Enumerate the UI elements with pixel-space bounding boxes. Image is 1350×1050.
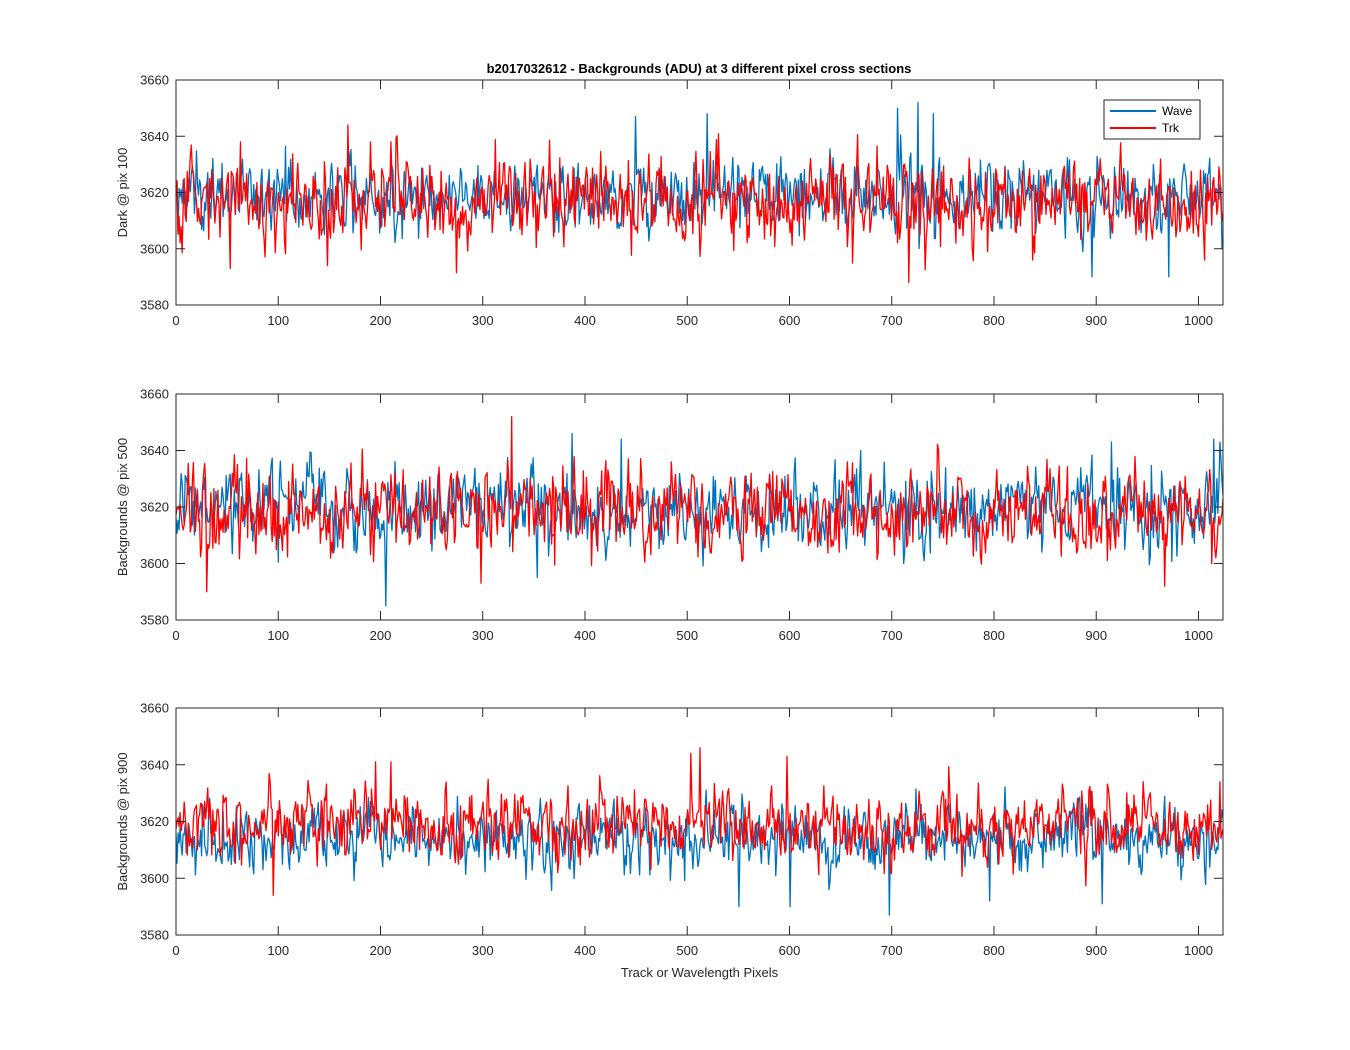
x-axis-label: Track or Wavelength Pixels <box>621 965 779 980</box>
x-tick-label: 1000 <box>1184 313 1213 328</box>
x-tick-label: 500 <box>676 313 698 328</box>
subplot-dark-pix-100: 0 100 200 300 400 500 600 700 800 900 1000 3580 3600… <box>115 73 1224 328</box>
figure-title: b2017032612 - Backgrounds (ADU) at 3 dif… <box>487 61 912 76</box>
x-tick-label: 800 <box>983 943 1005 958</box>
x-tick-label: 900 <box>1085 313 1107 328</box>
series-line-wave <box>176 101 1223 278</box>
y-tick-label: 3620 <box>140 814 169 829</box>
y-tick-label: 3580 <box>140 298 169 313</box>
y-tick-label: 3600 <box>140 871 169 886</box>
x-tick-label: 700 <box>881 628 903 643</box>
y-axis-label: Backgrounds @ pix 900 <box>115 752 130 890</box>
y-tick-label: 3600 <box>140 241 169 256</box>
x-tick-label: 900 <box>1085 943 1107 958</box>
legend: Wave Trk <box>1103 99 1201 140</box>
x-tick-label: 1000 <box>1184 628 1213 643</box>
x-tick-label: 900 <box>1085 628 1107 643</box>
x-tick-label: 400 <box>574 943 596 958</box>
x-tick-label: 600 <box>779 628 801 643</box>
y-tick-label: 3660 <box>140 387 169 402</box>
x-tick-label: 1000 <box>1184 943 1213 958</box>
x-tick-label: 0 <box>172 628 179 643</box>
x-tick-label: 600 <box>779 943 801 958</box>
series-group <box>176 747 1223 916</box>
x-tick-label: 200 <box>370 943 392 958</box>
x-tick-label: 100 <box>267 313 289 328</box>
subplot-backgrounds-pix-900: 0 100 200 300 400 500 600 700 800 900 1000 3580 3600… <box>115 701 1224 980</box>
y-tick-label: 3580 <box>140 613 169 628</box>
y-axis-label: Backgrounds @ pix 500 <box>115 438 130 576</box>
y-tick-label: 3620 <box>140 500 169 515</box>
x-tick-label: 700 <box>881 313 903 328</box>
subplot-backgrounds-pix-500: 0 100 200 300 400 500 600 700 800 900 1000 3580 3600… <box>115 387 1224 643</box>
y-axis-label: Dark @ pix 100 <box>115 148 130 238</box>
x-tick-label: 0 <box>172 313 179 328</box>
x-tick-label: 600 <box>779 313 801 328</box>
x-tick-label: 800 <box>983 313 1005 328</box>
x-tick-label: 400 <box>574 313 596 328</box>
y-tick-label: 3600 <box>140 556 169 571</box>
x-tick-label: 100 <box>267 628 289 643</box>
y-tick-label: 3640 <box>140 757 169 772</box>
y-tick-label: 3620 <box>140 185 169 200</box>
x-tick-label: 200 <box>370 628 392 643</box>
x-tick-label: 300 <box>472 628 494 643</box>
x-tick-label: 400 <box>574 628 596 643</box>
series-line-trk <box>176 124 1223 284</box>
legend-box <box>1103 99 1201 140</box>
x-tick-label: 300 <box>472 313 494 328</box>
y-tick-label: 3660 <box>140 73 169 88</box>
series-group <box>176 415 1223 607</box>
x-tick-label: 500 <box>676 628 698 643</box>
y-tick-label: 3640 <box>140 129 169 144</box>
x-tick-label: 300 <box>472 943 494 958</box>
x-tick-label: 200 <box>370 313 392 328</box>
x-tick-label: 0 <box>172 943 179 958</box>
x-tick-label: 700 <box>881 943 903 958</box>
x-tick-label: 500 <box>676 943 698 958</box>
series-line-trk <box>176 747 1223 896</box>
series-group <box>176 101 1223 284</box>
x-tick-label: 100 <box>267 943 289 958</box>
x-tick-label: 800 <box>983 628 1005 643</box>
y-tick-label: 3660 <box>140 701 169 716</box>
legend-label-trk: Trk <box>1162 121 1180 135</box>
series-line-trk <box>176 415 1223 593</box>
y-tick-label: 3640 <box>140 443 169 458</box>
y-tick-label: 3580 <box>140 928 169 943</box>
legend-label-wave: Wave <box>1162 104 1193 118</box>
